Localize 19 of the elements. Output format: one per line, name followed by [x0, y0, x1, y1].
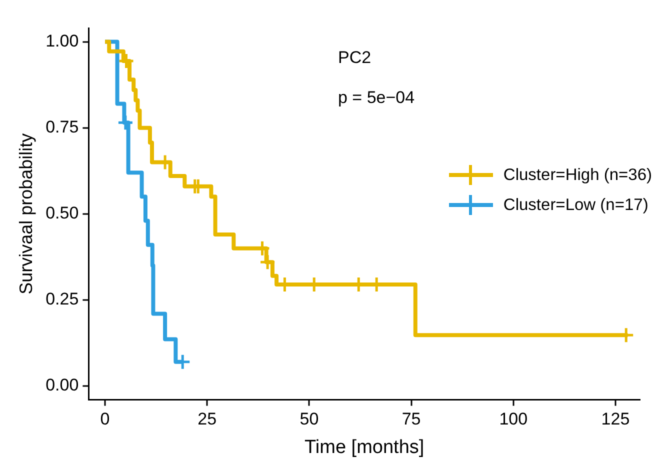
x-tick-label: 25: [198, 410, 217, 429]
legend-label: Cluster=Low (n=17): [503, 196, 648, 214]
y-axis-title: Survivaal probability: [16, 133, 36, 294]
y-tick-label: 0.50: [46, 204, 79, 223]
x-tick-label: 125: [601, 410, 630, 429]
y-tick-label: 0.00: [46, 376, 79, 395]
annotation: PC2: [338, 48, 372, 68]
point: [118, 52, 135, 70]
annotation: p = 5e−04: [338, 88, 415, 108]
x-tick-label: 50: [300, 410, 319, 429]
y-tick-label: 0.75: [46, 118, 79, 137]
legend-label: Cluster=High (n=36): [503, 166, 652, 184]
x-tick-label: 100: [499, 410, 528, 429]
x-tick-label: 75: [402, 410, 421, 429]
x-tick-label: 0: [100, 410, 110, 429]
y-tick-label: 0.25: [46, 290, 79, 309]
point: [117, 114, 134, 131]
x-axis-title: Time [months]: [304, 436, 424, 458]
y-tick-label: 1.00: [46, 31, 79, 50]
